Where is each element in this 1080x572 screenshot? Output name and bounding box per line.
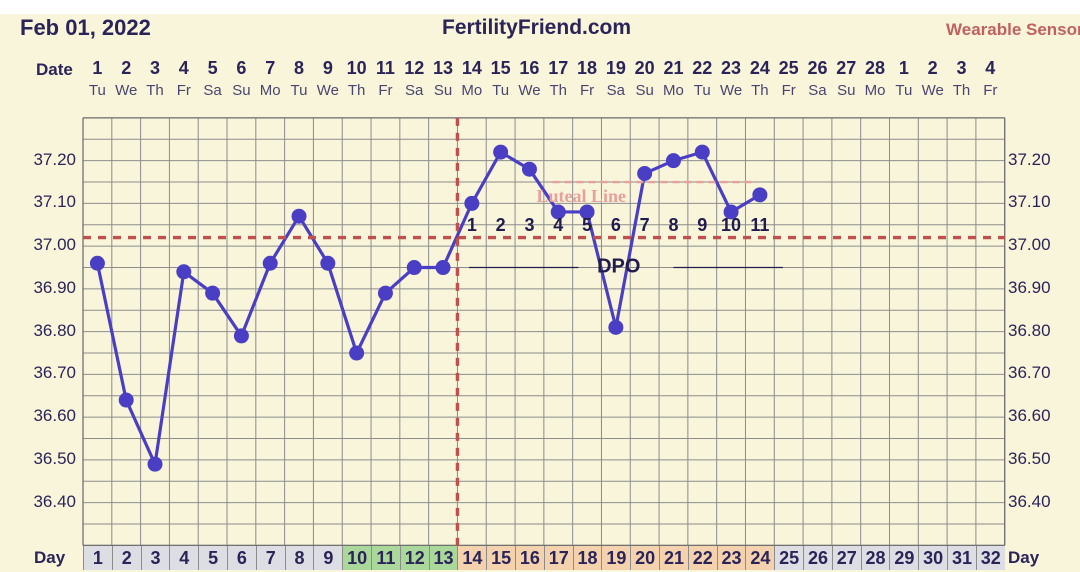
svg-text:Luteal Line: Luteal Line xyxy=(537,186,627,206)
svg-text:3: 3 xyxy=(524,215,534,235)
svg-text:5: 5 xyxy=(582,215,592,235)
svg-text:1: 1 xyxy=(467,215,477,235)
svg-text:9: 9 xyxy=(697,215,707,235)
svg-text:2: 2 xyxy=(496,215,506,235)
svg-text:7: 7 xyxy=(640,215,650,235)
svg-text:6: 6 xyxy=(611,215,621,235)
svg-text:8: 8 xyxy=(668,215,678,235)
svg-text:4: 4 xyxy=(553,215,563,235)
svg-text:10: 10 xyxy=(721,215,741,235)
svg-text:11: 11 xyxy=(750,215,769,235)
svg-text:DPO: DPO xyxy=(597,256,640,278)
